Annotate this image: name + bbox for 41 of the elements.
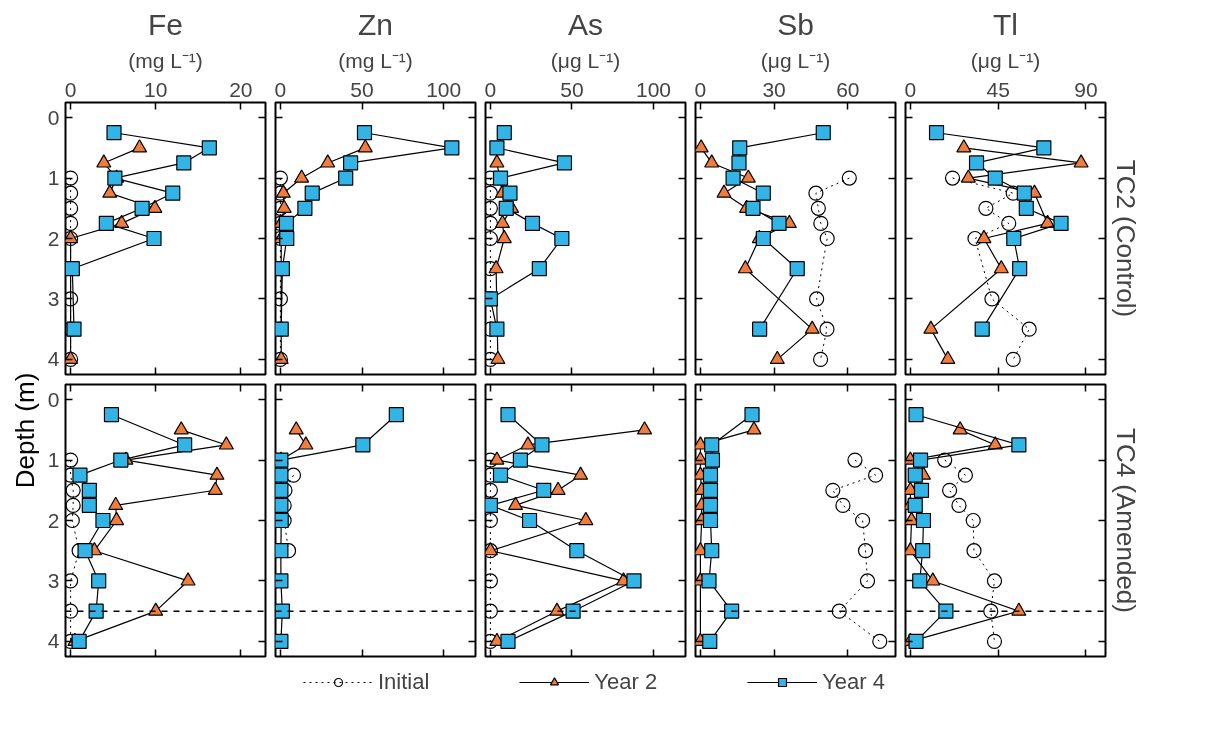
legend-label: Year 4 [822,669,885,695]
x-tick-label: 90 [1074,77,1098,101]
x-tick-label: 50 [560,77,584,101]
x-tick-label: 100 [636,77,672,101]
legend-label: Initial [378,669,430,695]
x-tick-label: 45 [986,77,1010,101]
y-tick-label: 0 [47,105,60,129]
chart-title: Zn [358,7,394,41]
x-tick-label: 0 [274,77,287,101]
y-tick-label: 1 [47,448,60,472]
x-tick-label: 100 [426,77,462,101]
x-axis-title: (μg L⁻¹) [970,48,1041,72]
x-tick-label: 0 [484,77,497,101]
y-tick-label: 0 [47,387,60,411]
x-tick-label: 30 [762,77,786,101]
y-tick-label: 2 [47,226,60,250]
legend-label: Year 2 [594,669,658,695]
x-tick-label: 0 [904,77,917,101]
y-tick-label: 3 [47,286,60,310]
y-axis-title: Depth (m) [9,372,40,489]
x-tick-label: 50 [350,77,374,101]
x-tick-label: 20 [229,77,253,101]
x-tick-label: 0 [694,77,707,101]
chart-title: Fe [148,7,184,41]
chart-title: As [568,7,604,41]
chart-title: Sb [777,7,814,41]
x-axis-title: (mg L⁻¹) [128,48,203,72]
y-tick-label: 2 [47,508,60,532]
chart-title: Tl [993,7,1018,41]
x-axis-title: (mg L⁻¹) [338,48,413,72]
y-tick-label: 4 [47,629,60,653]
x-tick-label: 60 [836,77,860,101]
x-tick-label: 10 [144,77,168,101]
x-tick-label: 0 [64,77,77,101]
x-axis-title: (μg L⁻¹) [550,48,621,72]
y-tick-label: 1 [47,166,60,190]
text: TC4 (Amended) [1110,428,1141,613]
text: TC2 (Control) [1110,159,1141,318]
x-axis-title: (μg L⁻¹) [760,48,831,72]
y-tick-label: 4 [47,347,60,371]
y-tick-label: 3 [47,568,60,592]
